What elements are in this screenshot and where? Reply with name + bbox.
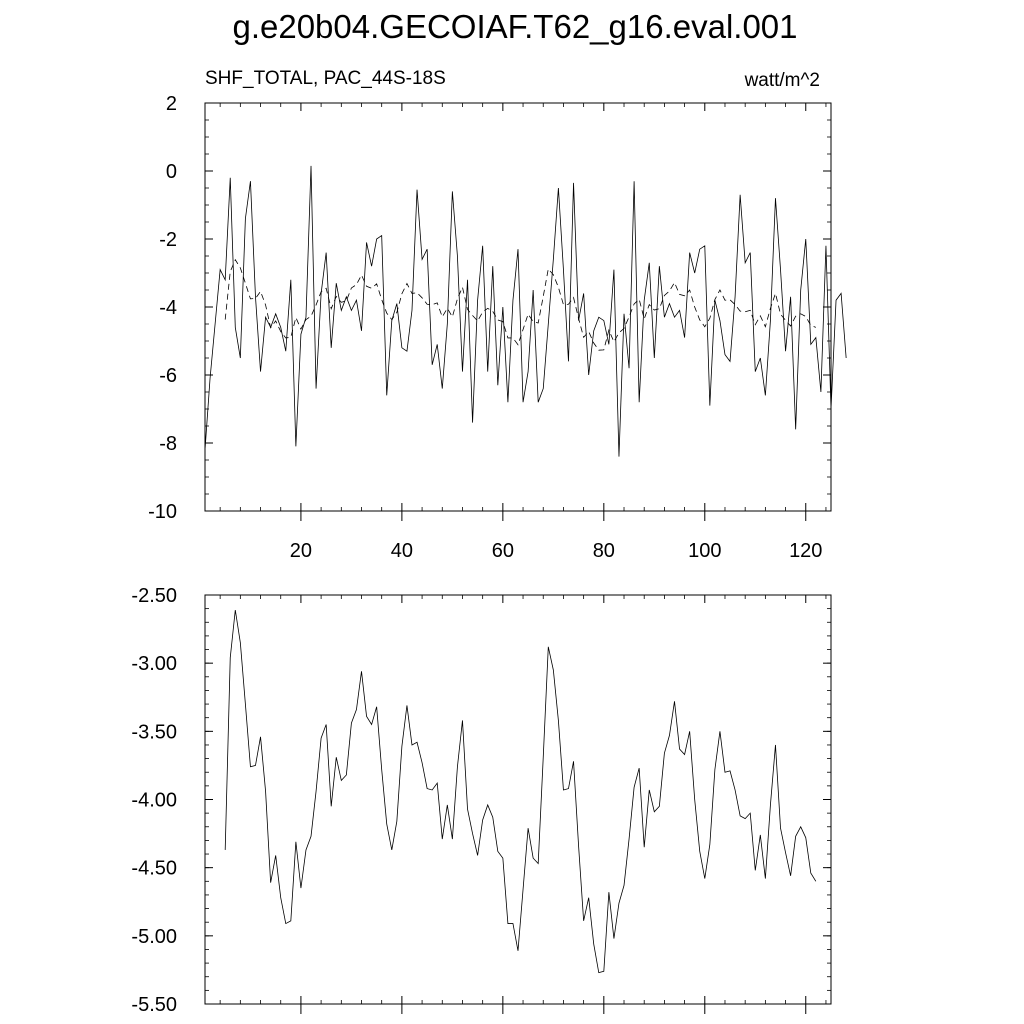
y-tick-label: -8 (159, 433, 177, 455)
y-tick-label: -2.50 (131, 585, 177, 607)
y-tick-label: -5.50 (131, 994, 177, 1016)
y-tick-label: -4.50 (131, 858, 177, 880)
x-tick-label: 100 (688, 540, 721, 562)
y-tick-label: -10 (148, 501, 177, 523)
top-panel-units-label: watt/m^2 (744, 70, 820, 91)
x-tick-label: 120 (789, 540, 822, 562)
bottom-panel: -2.50 -3.00 -3.50 -4.00 -4.50 -5.00 -5.50 (131, 585, 832, 1016)
y-tick-label: -2 (159, 229, 177, 251)
bottom-ticks: -2.50 -3.00 -3.50 -4.00 -4.50 -5.00 -5.50 (131, 585, 831, 1016)
top-panel-left-label: SHF_TOTAL, PAC_44S-18S (205, 68, 446, 89)
y-tick-label: -3.00 (131, 653, 177, 675)
top-series-solid-line (204, 165, 847, 457)
y-tick-label: -5.00 (131, 926, 177, 948)
top-plot-frame (204, 102, 832, 512)
y-tick-label: -4 (159, 297, 177, 319)
y-tick-label: 2 (166, 93, 177, 115)
top-series-group (204, 165, 847, 457)
y-tick-label: -6 (159, 365, 177, 387)
x-tick-label: 40 (391, 540, 413, 562)
top-panel: SHF_TOTAL, PAC_44S-18S watt/m^2 20-2-4-6… (148, 68, 847, 562)
y-tick-label: -4.00 (131, 790, 177, 812)
x-tick-label: 20 (290, 540, 312, 562)
x-tick-label: 60 (492, 540, 514, 562)
x-tick-label: 80 (593, 540, 615, 562)
chart-title: g.e20b04.GECOIAF.T62_g16.eval.001 (232, 8, 797, 45)
y-tick-label: 0 (166, 161, 177, 183)
bottom-series-group (224, 609, 817, 974)
y-tick-label: -3.50 (131, 721, 177, 743)
bottom-series-solid-line (224, 609, 817, 974)
top-series-dashed-line (224, 258, 817, 351)
